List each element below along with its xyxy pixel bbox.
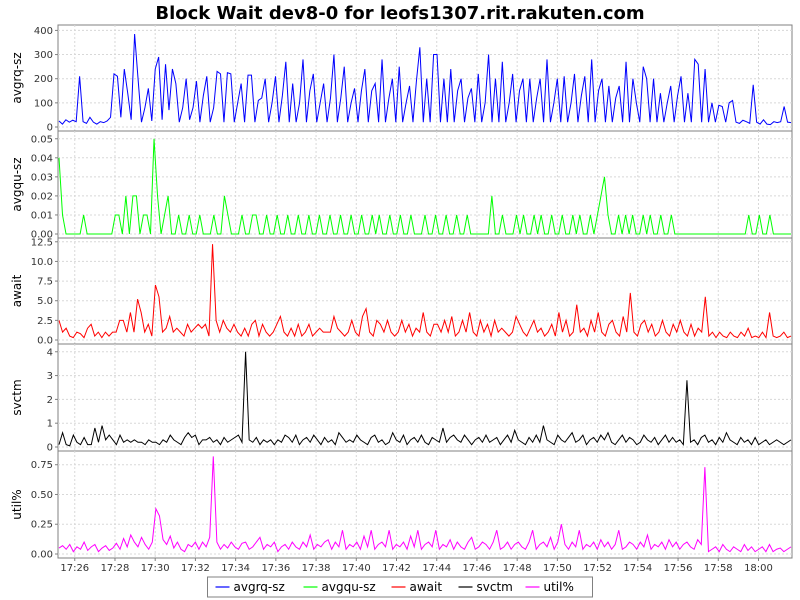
panel-await-series-line: [58, 244, 792, 340]
legend-label: util%: [544, 580, 574, 594]
panel-await-ytick-label: 7.5: [37, 277, 53, 288]
x-tick-label: 17:36: [261, 563, 290, 574]
panel-svctm-ylabel: svctm: [10, 379, 24, 415]
x-tick-label: 17:46: [463, 563, 492, 574]
panel-avgqusz-ytick-label: 0.02: [31, 191, 53, 202]
x-tick-label: 17:26: [60, 563, 89, 574]
x-tick-label: 17:42: [382, 563, 411, 574]
panel-avgrqsz-ytick-label: 400: [34, 26, 53, 37]
panel-await-ytick-label: 0.0: [37, 336, 53, 347]
panel-avgrqsz-ytick-label: 100: [34, 98, 53, 109]
panel-avgqusz-series-line: [58, 138, 791, 235]
panel-svctm-ytick-label: 0: [47, 443, 53, 454]
x-tick-label: 17:34: [221, 563, 250, 574]
panel-avgqusz-ytick-label: 0.04: [31, 153, 53, 164]
panel-avgrqsz-ytick-label: 200: [34, 74, 53, 85]
panel-avgqusz-ytick-label: 0.01: [31, 210, 53, 221]
legend-label: avgqu-sz: [322, 580, 376, 594]
legend: avgrq-sz avgqu-sz await svctm util%: [207, 576, 593, 598]
x-tick-label: 17:56: [664, 563, 693, 574]
x-tick-label: 17:40: [342, 563, 371, 574]
panel-util-ytick-label: 0.75: [31, 460, 53, 471]
panel-svctm-series-line: [58, 351, 792, 447]
x-tick-label: 18:00: [744, 563, 773, 574]
panel-await-ytick-label: 5.0: [37, 296, 53, 307]
panel-svctm-ytick-label: 4: [47, 347, 53, 358]
x-tick-label: 17:44: [422, 563, 451, 574]
panel-util-ylabel: util%: [10, 489, 24, 519]
chart-panels: 0100200300400avgrq-sz0.000.010.020.030.0…: [10, 24, 793, 561]
panel-avgrqsz: 0 100 200 300 400 avgrq-sz: [10, 24, 793, 134]
panel-avgqusz-ylabel: avgqu-sz: [10, 157, 24, 211]
panel-util: 0.00 0.25 0.50 0.75 util%: [10, 450, 793, 561]
panel-avgqusz-frame: [57, 130, 793, 239]
x-tick-label: 17:38: [302, 563, 331, 574]
panel-avgrqsz-ytick-label: 300: [34, 50, 53, 61]
panel-avgqusz-ytick-label: 0.05: [31, 134, 53, 145]
x-tick-label: 17:32: [181, 563, 210, 574]
legend-label: await: [410, 580, 443, 594]
panel-util-ytick-label: 0.50: [31, 490, 53, 501]
x-tick-label: 17:54: [623, 563, 652, 574]
panel-await-ytick-label: 12.5: [31, 237, 53, 248]
panel-await-ytick-label: 10.0: [31, 257, 53, 268]
panel-avgrqsz-ytick-label: 0: [47, 123, 53, 134]
legend-label: svctm: [477, 580, 513, 594]
panel-svctm-ytick-label: 3: [47, 371, 53, 382]
legend-item: avgrq-sz: [215, 580, 285, 594]
panel-avgrqsz-ylabel: avgrq-sz: [10, 52, 24, 103]
x-tick-label: 17:48: [503, 563, 532, 574]
panel-svctm-ytick-label: 1: [47, 419, 53, 430]
panel-avgrqsz-series-line: [58, 34, 792, 126]
legend-item: avgqu-sz: [303, 580, 376, 594]
x-axis: 17:26 17:28 17:30 17:32 17:34 17:36 17:38 17:40…: [60, 558, 773, 574]
panel-svctm-frame: [57, 343, 793, 452]
panel-await-ylabel: await: [10, 274, 24, 307]
panel-avgqusz-ytick-label: 0.00: [31, 230, 53, 241]
legend-label: avgrq-sz: [234, 580, 285, 594]
panel-svctm: 0 1 2 3 4 svctm: [10, 343, 793, 454]
panel-svctm-ytick-label: 2: [47, 395, 53, 406]
panel-util-ytick-label: 0.00: [31, 550, 53, 561]
legend-item: svctm: [458, 580, 513, 594]
chart-title: Block Wait dev8-0 for leofs1307.rit.raku…: [155, 3, 644, 24]
panel-await-ytick-label: 2.5: [37, 316, 53, 327]
legend-item: await: [391, 580, 443, 594]
panel-avgqusz: 0.00 0.01 0.02 0.03 0.04 0.05 avgqu-sz: [10, 130, 793, 241]
panel-util-ytick-label: 0.25: [31, 520, 53, 531]
x-tick-label: 17:58: [704, 563, 733, 574]
x-tick-label: 17:28: [101, 563, 130, 574]
panel-util-series-line: [58, 456, 792, 553]
x-tick-label: 17:30: [141, 563, 170, 574]
panel-avgqusz-ytick-label: 0.03: [31, 172, 53, 183]
x-tick-label: 17:52: [583, 563, 612, 574]
x-tick-label: 17:50: [543, 563, 572, 574]
legend-item: util%: [525, 580, 574, 594]
panel-avgrqsz-frame: [57, 24, 793, 132]
panel-await-frame: [57, 237, 793, 345]
panel-await: 0.0 2.5 5.0 7.5 10.0 12.5 await: [10, 237, 793, 347]
